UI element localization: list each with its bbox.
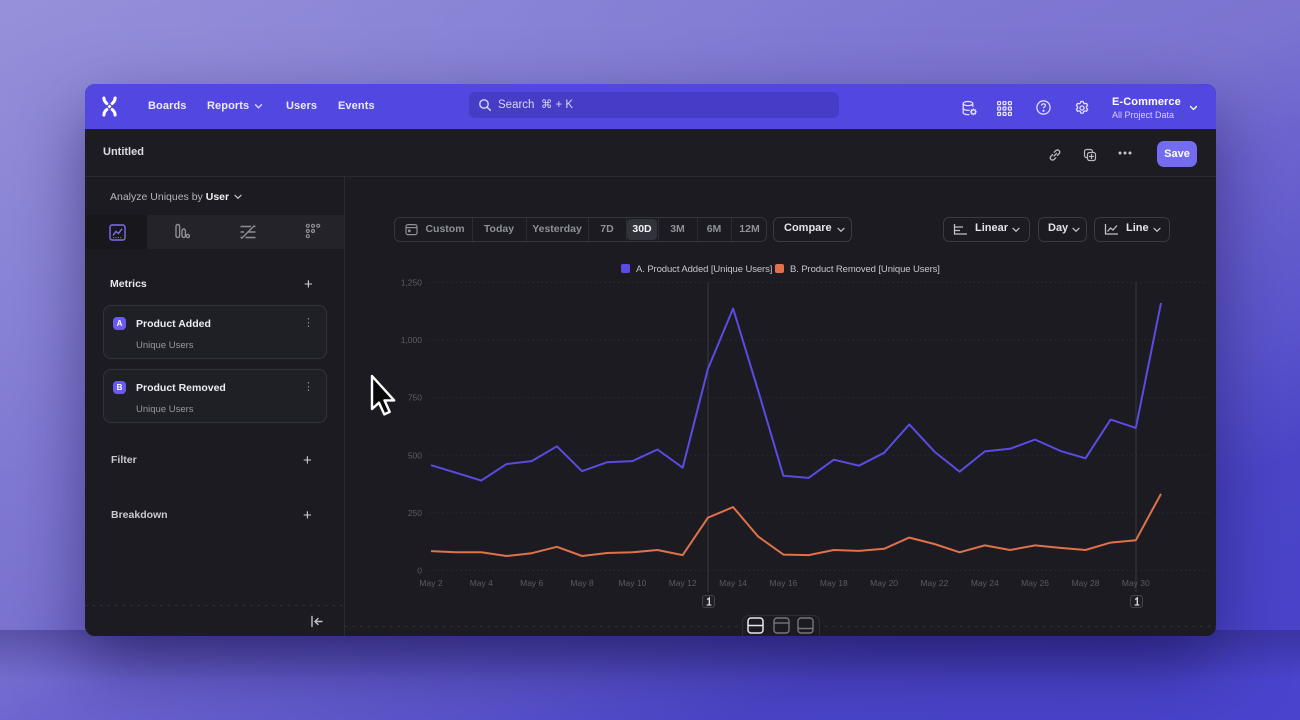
- svg-text:May 16: May 16: [769, 578, 797, 588]
- svg-text:May 10: May 10: [618, 578, 646, 588]
- svg-text:1,000: 1,000: [401, 335, 423, 345]
- svg-text:May 18: May 18: [820, 578, 848, 588]
- svg-text:May 20: May 20: [870, 578, 898, 588]
- svg-text:May 12: May 12: [669, 578, 697, 588]
- svg-text:May 24: May 24: [971, 578, 999, 588]
- svg-text:0: 0: [417, 566, 422, 576]
- svg-text:May 30: May 30: [1122, 578, 1150, 588]
- svg-text:May 22: May 22: [920, 578, 948, 588]
- svg-text:May 26: May 26: [1021, 578, 1049, 588]
- svg-text:May 14: May 14: [719, 578, 747, 588]
- svg-text:May 4: May 4: [470, 578, 493, 588]
- svg-text:750: 750: [408, 393, 422, 403]
- svg-text:250: 250: [408, 508, 422, 518]
- svg-text:500: 500: [408, 450, 422, 460]
- svg-text:1,250: 1,250: [401, 278, 423, 288]
- svg-text:May 6: May 6: [520, 578, 543, 588]
- svg-text:May 8: May 8: [570, 578, 593, 588]
- svg-text:May 2: May 2: [419, 578, 442, 588]
- svg-text:May 28: May 28: [1072, 578, 1100, 588]
